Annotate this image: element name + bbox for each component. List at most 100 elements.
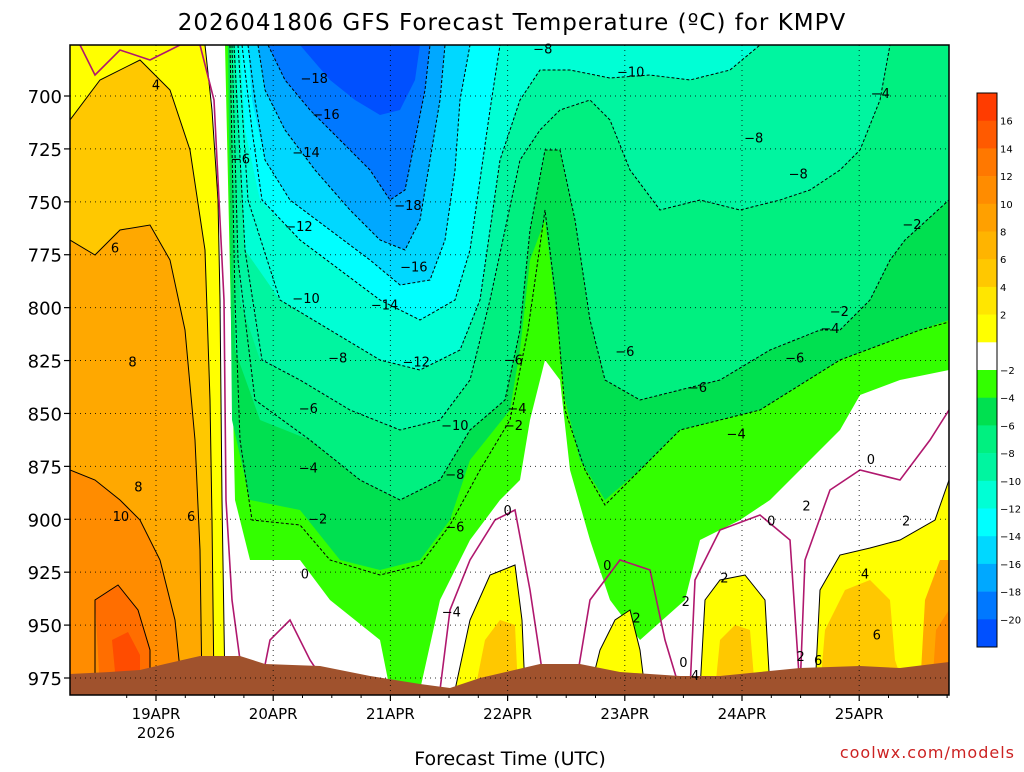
contour-label: −18 <box>394 199 421 214</box>
colorbar-label: 4 <box>1000 283 1006 294</box>
contour-label: −6 <box>445 521 464 536</box>
colorbar-label: −10 <box>1000 477 1021 488</box>
colorbar-swatch <box>977 259 997 288</box>
x-tick-label: 24APR <box>718 705 767 723</box>
x-year-label: 2026 <box>137 724 175 742</box>
warm-pocket-d-6 <box>820 580 905 690</box>
contour-label: −10 <box>617 66 644 81</box>
y-tick-label: 775 <box>28 246 62 267</box>
contour-label: −14 <box>292 146 319 161</box>
colorbar-frame <box>976 92 998 648</box>
contour-label: 8 <box>134 481 142 496</box>
contour-minus-16 <box>267 45 431 201</box>
contour-label: −2 <box>308 512 327 527</box>
contour-label: −6 <box>231 152 250 167</box>
zero-line-left <box>79 45 261 691</box>
colorbar-swatch <box>977 342 997 371</box>
y-tick-label: 800 <box>28 299 62 320</box>
x-tick-label: 25APR <box>835 705 884 723</box>
y-tick-label: 750 <box>28 193 62 214</box>
x-tick-label: 22APR <box>483 705 532 723</box>
zero-line-right2 <box>574 559 681 691</box>
colorbar-swatch <box>977 619 997 648</box>
y-tick-label: 925 <box>28 563 62 584</box>
zero-line-right4 <box>799 409 949 691</box>
colorbar-label: −18 <box>1000 588 1021 599</box>
zero-line-right3 <box>689 514 801 691</box>
colorbar-swatch <box>977 397 997 426</box>
colorbar-label: 6 <box>1000 255 1006 266</box>
contour-minus-8 <box>237 45 761 371</box>
colorbar-swatch <box>977 536 997 565</box>
contour-label: 0 <box>867 453 875 468</box>
contour-label: −4 <box>820 322 839 337</box>
x-axis: 19APR 20APR 21APR 22APR 23APR 24APR 25APR <box>126 695 948 723</box>
contour-label: 0 <box>767 514 775 529</box>
contour-minus-2 <box>229 45 949 576</box>
contour-10 <box>70 469 183 691</box>
colorbar-label: 14 <box>1000 144 1013 155</box>
contour-label: 2 <box>720 572 728 587</box>
contour-label: 4 <box>152 78 160 93</box>
contour-pocket-d <box>814 479 949 691</box>
contour-label: 0 <box>679 656 687 671</box>
colorbar-swatch <box>977 453 997 482</box>
contour-label: −4 <box>871 87 890 102</box>
contour-minus-6 <box>233 45 891 431</box>
contour-label: 10 <box>113 510 130 525</box>
contour-label: −4 <box>507 402 526 417</box>
contour-label: 0 <box>301 567 309 582</box>
watermark: coolwx.com/models <box>840 743 1015 762</box>
contour-label: 2 <box>902 514 910 529</box>
contour-minus-10 <box>241 45 501 321</box>
colorbar-swatch <box>977 203 997 232</box>
zero-line-right1 <box>439 508 546 691</box>
terrain <box>70 656 949 695</box>
contour-label: −4 <box>727 428 746 443</box>
colorbar-label: −16 <box>1000 560 1021 571</box>
contour-pocket-c <box>699 574 771 691</box>
cold-contours <box>229 45 949 576</box>
contour-label: 4 <box>861 567 869 582</box>
contour-label: −18 <box>301 72 328 87</box>
contour-label: −2 <box>830 305 849 320</box>
x-tick-label: 19APR <box>132 705 181 723</box>
colorbar-swatch <box>977 508 997 537</box>
contour-label: −2 <box>902 218 921 233</box>
contour-pocket-b <box>589 609 646 691</box>
colorbar: 16 14 12 10 8 6 4 2 −2 −4 −6 −8 −10 −12 −14 −16 −18 −20 <box>976 92 1021 648</box>
y-tick-label: 875 <box>28 457 62 478</box>
cold-region-20 <box>300 45 420 115</box>
contour-label: −12 <box>285 220 312 235</box>
contour-minus-14 <box>257 45 446 251</box>
colorbar-swatch <box>977 480 997 509</box>
y-tick-label: 725 <box>28 140 62 161</box>
warm-contours <box>70 45 949 691</box>
colorbar-swatch <box>977 314 997 343</box>
y-tick-label: 825 <box>28 352 62 373</box>
contour-label: −8 <box>445 468 464 483</box>
contour-label: −8 <box>533 42 552 57</box>
contour-label: −16 <box>312 108 339 123</box>
contour-label: 0 <box>603 559 611 574</box>
colorbar-label: −8 <box>1000 449 1015 460</box>
contour-label: −6 <box>688 381 707 396</box>
colorbar-label: −12 <box>1000 505 1021 516</box>
contour-labels: 4 6 8 8 10 6 −6 −18 −16 −14 −12 −10 −8 −6 −4 −2 0 −18 −16 −… <box>111 42 922 683</box>
contour-12 <box>94 584 151 690</box>
contour-label: −14 <box>371 299 398 314</box>
contour-label: −8 <box>744 131 763 146</box>
colorbar-label: −2 <box>1000 366 1015 377</box>
colorbar-label: −14 <box>1000 532 1021 543</box>
contour-label: −6 <box>615 345 634 360</box>
contour-label: −6 <box>785 351 804 366</box>
contour-label: −6 <box>299 402 318 417</box>
contour-minus-12 <box>247 45 471 286</box>
contour-label: 2 <box>682 595 690 610</box>
colorbar-label: 10 <box>1000 200 1013 211</box>
contour-label: −10 <box>441 419 468 434</box>
colorbar-label: 12 <box>1000 172 1013 183</box>
contour-label: −4 <box>299 461 318 476</box>
